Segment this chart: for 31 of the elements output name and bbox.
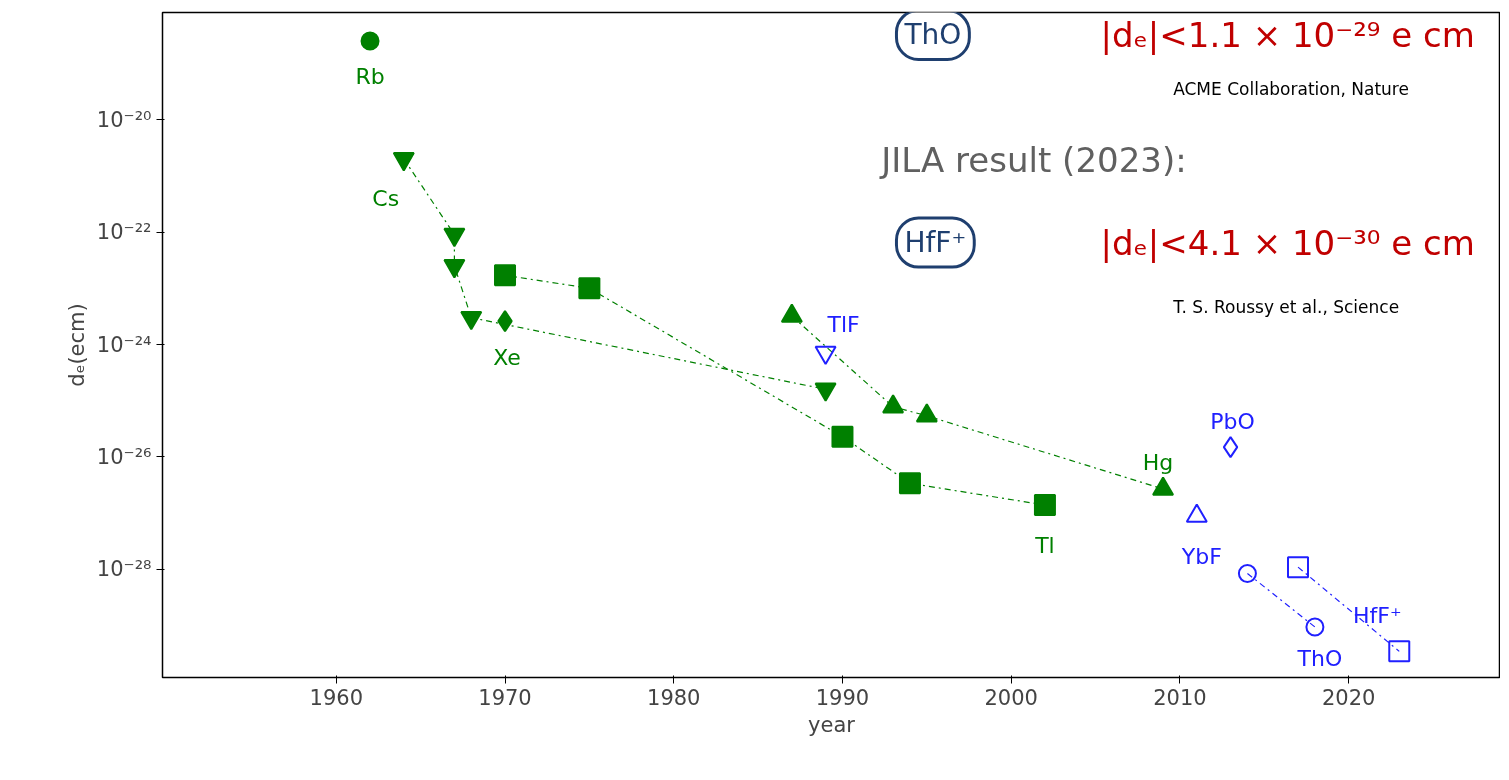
series-label: TlF — [826, 312, 860, 338]
annotation: |dₑ|<1.1 × 10⁻²⁹ e cm — [1100, 14, 1475, 55]
x-tick-label: 1980 — [647, 685, 701, 710]
y-tick-label: 10⁻²² — [96, 220, 152, 245]
series-label: HfF⁺ — [1352, 602, 1402, 628]
series-label: ThO — [1296, 646, 1343, 672]
y-tick-label: 10⁻²⁴ — [96, 332, 152, 357]
series-label: Rb — [355, 64, 385, 90]
x-tick-label: 1970 — [478, 685, 532, 710]
series-label: Cs — [372, 186, 400, 212]
series-label: YbF — [1180, 543, 1222, 569]
x-tick-label: 2000 — [984, 685, 1038, 710]
y-axis-title: dₑ(ecm) — [64, 303, 89, 387]
y-tick-label: 10⁻²⁶ — [96, 444, 152, 469]
x-tick-label: 2010 — [1153, 685, 1207, 710]
annotation: |dₑ|<4.1 × 10⁻³⁰ e cm — [1100, 222, 1475, 263]
annotation: ThO — [903, 18, 962, 52]
x-tick-label: 2020 — [1321, 685, 1376, 710]
annotation: HfF⁺ — [904, 226, 967, 260]
x-tick-label: 1960 — [309, 685, 364, 710]
series-label: Xe — [493, 344, 521, 370]
annotation: T. S. Roussy et al., Science — [1172, 296, 1400, 317]
series-label: PbO — [1210, 408, 1255, 434]
y-tick-label: 10⁻²⁰ — [96, 107, 152, 132]
series-label: Tl — [1034, 532, 1055, 558]
x-tick-label: 1990 — [815, 685, 870, 710]
annotation: JILA result (2023): — [879, 140, 1187, 181]
annotation: ACME Collaboration, Nature — [1173, 78, 1409, 99]
x-axis-title: year — [808, 712, 856, 737]
y-tick-label: 10⁻²⁸ — [96, 557, 152, 582]
series-label: Hg — [1142, 450, 1174, 476]
